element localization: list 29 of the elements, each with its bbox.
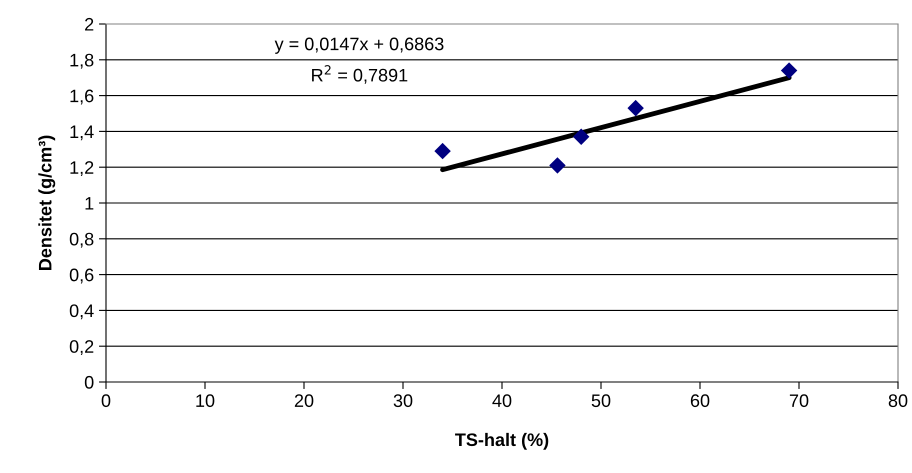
annotation: y = 0,0147x + 0,6863 [274,38,444,54]
point [434,142,451,160]
annotation: R$^{2}$ = 0,7891 [312,65,408,84]
x-tick-label: 0 [102,394,110,408]
x-tick-label: 20 [294,394,314,408]
x-axis-title: TS-halt (%) [455,432,548,450]
x-tick-label: 10 [196,394,214,408]
y-tick-label: 2 [85,18,94,31]
x-tick-label: 40 [492,394,512,408]
y-tick-label: 1,8 [70,54,94,69]
point [627,100,644,116]
point [549,157,566,174]
y-tick-label: 1,6 [70,90,94,104]
y-tick-label: 1 [86,197,94,210]
y-tick-label: 0,8 [70,232,94,248]
y-tick-label: 0,6 [70,268,94,284]
y-axis-title: Densitet (g/cm³) [38,136,56,270]
y-tick-label: 0,2 [70,340,94,356]
x-tick-label: 70 [790,394,808,408]
x-tick-label: 50 [592,394,610,408]
point [780,62,798,79]
y-tick-label: 0,4 [70,304,94,320]
x-tick-label: 60 [690,394,710,408]
y-tick-label: 1,2 [70,161,94,176]
point [572,128,590,145]
x-tick-label: 80 [888,394,908,408]
y-tick-label: 1,4 [70,126,94,140]
x-tick-label: 30 [394,394,412,408]
y-tick-label: 0 [84,376,94,389]
